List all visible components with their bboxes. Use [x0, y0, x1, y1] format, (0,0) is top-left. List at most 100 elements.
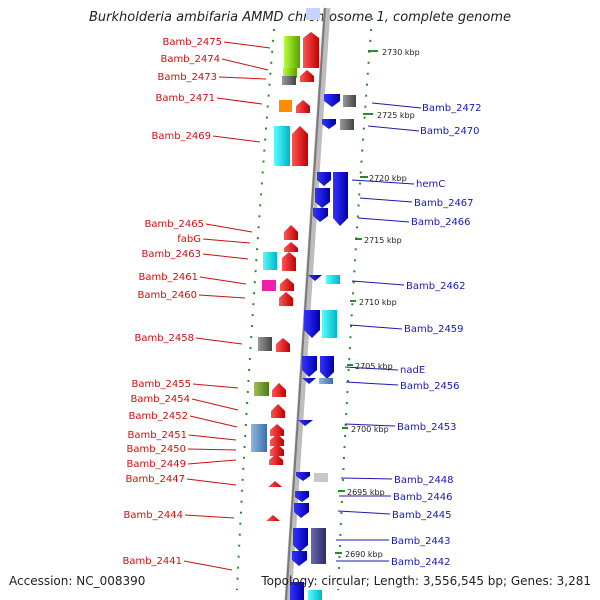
gene-arrow	[317, 172, 331, 186]
scale-label: 2720 kbp	[369, 174, 407, 183]
scale-label: 2730 kbp	[382, 48, 420, 57]
gene-arrow	[272, 383, 286, 397]
gene-arrow	[266, 515, 280, 521]
gene-label[interactable]: Bamb_2455	[131, 379, 191, 390]
gene-arrow	[270, 444, 284, 456]
gene-block	[283, 68, 297, 78]
gene-block	[290, 582, 304, 600]
gene-block	[254, 382, 269, 396]
gene-arrow	[304, 310, 320, 338]
map-title: Burkholderia ambifaria AMMD chromosome 1…	[88, 10, 512, 25]
gene-arrow	[302, 378, 316, 384]
gene-label[interactable]: Bamb_2467	[414, 198, 474, 209]
gene-block	[340, 119, 354, 130]
gene-label[interactable]: Bamb_2465	[144, 219, 204, 230]
gene-arrow	[294, 503, 309, 518]
gene-label[interactable]: Bamb_2446	[393, 492, 453, 503]
gene-arrow	[293, 528, 308, 552]
gene-label[interactable]: Bamb_2454	[130, 394, 190, 405]
left-ruler-dots	[236, 17, 276, 591]
scale-label: 2690 kbp	[345, 550, 383, 559]
chromosome-backbone-shadow	[285, 7, 326, 600]
gene-block	[343, 95, 356, 107]
gene-label[interactable]: Bamb_2463	[141, 249, 201, 260]
right-ruler-dots	[337, 17, 373, 591]
gene-block	[282, 76, 296, 85]
gene-label[interactable]: Bamb_2471	[155, 93, 215, 104]
gene-label[interactable]: Bamb_2447	[125, 474, 185, 485]
gene-label[interactable]: Bamb_2442	[391, 557, 451, 568]
gene-label[interactable]: Bamb_2472	[422, 103, 482, 114]
gene-label[interactable]: Bamb_2469	[151, 131, 211, 142]
gene-arrow	[296, 472, 310, 481]
gene-arrow	[302, 356, 317, 377]
left-gene-labels: Bamb_2475 Bamb_2474 Bamb_2473 Bamb_2471 …	[122, 37, 271, 571]
gene-block	[274, 126, 290, 166]
gene-label[interactable]: Bamb_2473	[157, 72, 217, 83]
gene-arrow	[298, 420, 313, 426]
gene-label[interactable]: Bamb_2456	[400, 381, 460, 392]
gene-arrow	[322, 119, 336, 129]
gene-arrow	[279, 292, 293, 306]
gene-label[interactable]: Bamb_2470	[420, 126, 480, 137]
gene-block	[308, 590, 322, 600]
gene-label[interactable]: nadE	[400, 365, 425, 376]
reverse-strand-genes	[290, 8, 356, 600]
gene-label[interactable]: Bamb_2448	[394, 475, 454, 486]
gene-label[interactable]: Bamb_2452	[128, 411, 188, 422]
chromosome-backbone	[284, 7, 331, 600]
gene-label[interactable]: Bamb_2443	[391, 536, 451, 547]
gene-block	[326, 275, 340, 284]
gene-arrow	[270, 434, 284, 446]
gene-arrow	[284, 225, 298, 240]
gene-label[interactable]: Bamb_2459	[404, 324, 464, 335]
gene-label[interactable]: Bamb_2466	[411, 217, 471, 228]
gene-arrow	[295, 491, 309, 502]
gene-label[interactable]: Bamb_2450	[126, 444, 186, 455]
gene-block	[258, 337, 272, 351]
gene-label[interactable]: Bamb_2474	[160, 54, 220, 65]
gene-arrow	[271, 404, 285, 418]
gene-arrow	[320, 356, 334, 379]
scale-label: 2695 kbp	[347, 488, 385, 497]
scale-label: 2715 kbp	[364, 236, 402, 245]
gene-label[interactable]: Bamb_2451	[127, 430, 187, 441]
gene-block	[311, 528, 326, 564]
right-gene-labels: Bamb_2472 Bamb_2470 hemC Bamb_2467 Bamb_…	[336, 102, 482, 568]
gene-label[interactable]: Bamb_2444	[123, 510, 183, 521]
gene-arrow	[313, 208, 328, 222]
gene-label[interactable]: Bamb_2475	[162, 37, 222, 48]
gene-label[interactable]: Bamb_2458	[134, 333, 194, 344]
gene-label[interactable]: fabG	[177, 234, 201, 245]
gene-block	[263, 252, 277, 270]
gene-label[interactable]: Bamb_2445	[392, 510, 452, 521]
gene-arrow	[270, 424, 284, 436]
gene-label[interactable]: Bamb_2449	[126, 459, 186, 470]
scale-label: 2705 kbp	[355, 362, 393, 371]
gene-block	[314, 473, 328, 482]
scale-label: 2725 kbp	[377, 111, 415, 120]
gene-label[interactable]: Bamb_2461	[138, 272, 198, 283]
gene-block	[284, 36, 300, 68]
gene-arrow	[296, 100, 310, 113]
gene-block	[322, 310, 337, 338]
gene-arrow	[315, 188, 330, 208]
gene-block	[279, 100, 292, 112]
gene-label[interactable]: Bamb_2460	[137, 290, 197, 301]
gene-label[interactable]: hemC	[416, 179, 445, 190]
forward-strand-genes	[251, 32, 319, 521]
gene-block	[306, 8, 320, 20]
genome-summary-text: Topology: circular; Length: 3,556,545 bp…	[261, 574, 591, 588]
gene-arrow	[276, 338, 290, 352]
gene-label[interactable]: Bamb_2462	[406, 281, 466, 292]
gene-label[interactable]: Bamb_2453	[397, 422, 457, 433]
gene-arrow	[303, 32, 319, 68]
gene-label[interactable]: Bamb_2441	[122, 556, 182, 567]
gene-arrow	[280, 278, 294, 291]
gene-arrow	[282, 252, 296, 271]
gene-arrow	[333, 172, 348, 226]
gene-arrow	[300, 70, 314, 82]
gene-arrow	[324, 94, 340, 107]
gene-block	[319, 378, 333, 384]
